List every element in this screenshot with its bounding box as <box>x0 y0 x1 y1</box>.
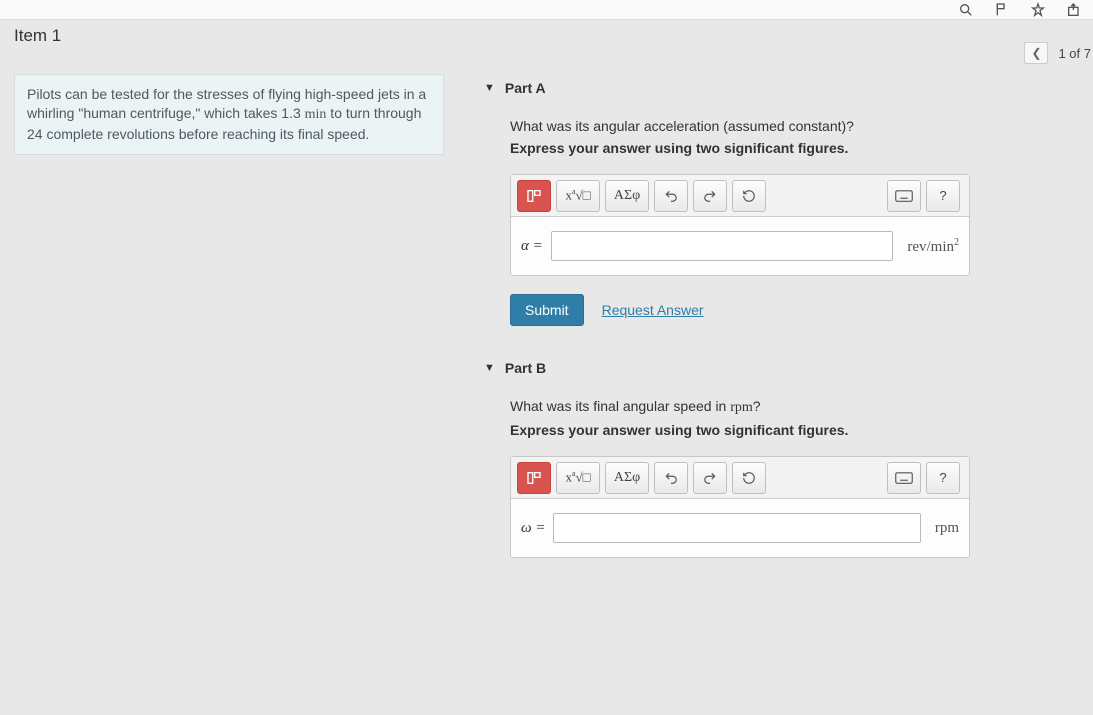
part-b-input[interactable] <box>553 513 920 543</box>
part-a-answer-box: xa√□ ΑΣφ ? <box>510 174 970 276</box>
part-a-label: Part A <box>505 80 546 96</box>
item-title: Item 1 <box>14 26 61 46</box>
caret-down-icon: ▼ <box>484 362 495 374</box>
part-a-variable: α = <box>521 238 543 255</box>
part-a-unit: rev/min2 <box>901 237 959 256</box>
part-b-question: What was its final angular speed in rpm? <box>510 398 1083 416</box>
undo-button[interactable] <box>654 462 688 494</box>
undo-button[interactable] <box>654 180 688 212</box>
question-prompt: Pilots can be tested for the stresses of… <box>14 74 444 155</box>
part-a-instruction: Express your answer using two significan… <box>510 140 1083 156</box>
part-a-question: What was its angular acceleration (assum… <box>510 118 1083 134</box>
help-button[interactable]: ? <box>926 180 960 212</box>
reset-button[interactable] <box>732 462 766 494</box>
part-a-toolbar: xa√□ ΑΣφ ? <box>511 175 969 217</box>
part-a-block: What was its angular acceleration (assum… <box>484 118 1083 326</box>
search-icon[interactable] <box>957 1 975 19</box>
prompt-inline-unit: min <box>305 107 327 122</box>
templates-button[interactable] <box>517 180 551 212</box>
part-a-input[interactable] <box>551 231 894 261</box>
keyboard-button[interactable] <box>887 462 921 494</box>
pagination: ❮ 1 of 7 <box>1024 42 1091 64</box>
part-a-header[interactable]: ▼ Part A <box>484 80 1083 96</box>
star-icon[interactable] <box>1029 1 1047 19</box>
part-b-block: What was its final angular speed in rpm?… <box>484 398 1083 558</box>
redo-button[interactable] <box>693 462 727 494</box>
caret-down-icon: ▼ <box>484 82 495 94</box>
help-button[interactable]: ? <box>926 462 960 494</box>
flag-icon[interactable] <box>993 1 1011 19</box>
part-b-toolbar: xa√□ ΑΣφ ? <box>511 457 969 499</box>
math-sqrt-button[interactable]: xa√□ <box>556 462 600 494</box>
browser-top-icons <box>0 0 1093 20</box>
submit-button[interactable]: Submit <box>510 294 584 326</box>
greek-symbols-button[interactable]: ΑΣφ <box>605 180 649 212</box>
page-indicator: 1 of 7 <box>1058 46 1091 61</box>
part-b-unit: rpm <box>929 520 959 537</box>
templates-button[interactable] <box>517 462 551 494</box>
greek-symbols-button[interactable]: ΑΣφ <box>605 462 649 494</box>
redo-button[interactable] <box>693 180 727 212</box>
part-b-variable: ω = <box>521 520 545 537</box>
request-answer-link[interactable]: Request Answer <box>602 302 704 318</box>
reset-button[interactable] <box>732 180 766 212</box>
export-icon[interactable] <box>1065 1 1083 19</box>
keyboard-button[interactable] <box>887 180 921 212</box>
part-b-answer-box: xa√□ ΑΣφ ? <box>510 456 970 558</box>
part-b-label: Part B <box>505 360 546 376</box>
part-b-instruction: Express your answer using two significan… <box>510 422 1083 438</box>
part-b-header[interactable]: ▼ Part B <box>484 360 1083 376</box>
math-sqrt-button[interactable]: xa√□ <box>556 180 600 212</box>
prev-item-button[interactable]: ❮ <box>1024 42 1048 64</box>
item-header-row: Item 1 <box>0 20 1093 56</box>
